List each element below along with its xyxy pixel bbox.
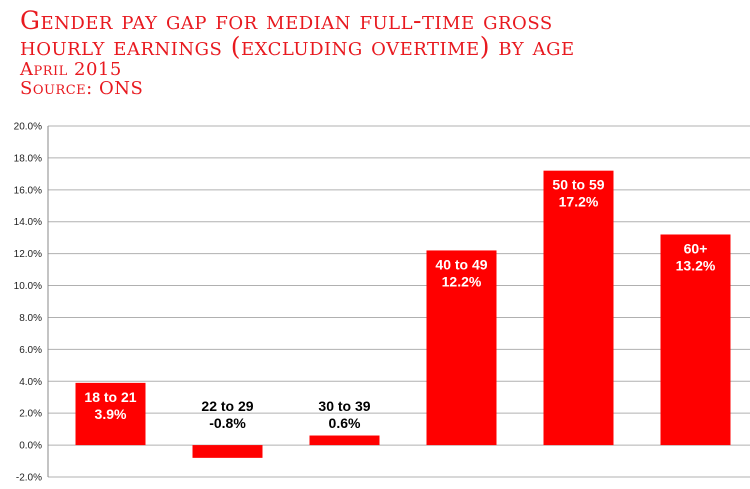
bar-category-label: 22 to 29	[201, 398, 253, 414]
y-tick-label: 4.0%	[19, 377, 42, 388]
bar-value-label: -0.8%	[209, 415, 246, 431]
bar-60-	[660, 234, 731, 446]
y-tick-label: 14.0%	[14, 217, 42, 228]
bar-value-label: 0.6%	[329, 415, 361, 431]
y-tick-label: 2.0%	[19, 409, 42, 420]
chart-title-line-1: Gender pay gap for median full-time gros…	[20, 6, 553, 35]
chart-subtitle-date: April 2015	[20, 59, 122, 80]
chart-subtitle-source: Source: ONS	[20, 78, 144, 99]
bar-category-label: 18 to 21	[84, 389, 136, 405]
bar-value-label: 12.2%	[442, 273, 482, 289]
chart-header: Gender pay gap for median full-time gros…	[20, 6, 575, 99]
y-tick-label: 6.0%	[19, 345, 42, 356]
bar-30-to-39	[309, 435, 380, 446]
chart-title-line-2: hourly earnings (excluding overtime) by …	[20, 32, 575, 61]
bar-22-to-29	[192, 445, 263, 458]
gridlines	[48, 125, 750, 478]
bar-value-label: 17.2%	[559, 194, 599, 210]
y-tick-label: -2.0%	[16, 473, 42, 484]
bar-labels: 18 to 213.9% 22 to 29-0.8% 30 to 390.6% 40 …	[84, 177, 715, 431]
y-tick-label: 0.0%	[19, 441, 42, 452]
bars	[75, 170, 731, 458]
y-tick-label: 8.0%	[19, 313, 42, 324]
bar-value-label: 13.2%	[676, 257, 716, 273]
bar-50-to-59	[543, 170, 614, 446]
bar-value-label: 3.9%	[95, 406, 127, 422]
y-tick-label: 12.0%	[14, 249, 42, 260]
bar-category-label: 30 to 39	[318, 398, 370, 414]
bar-category-label: 60+	[684, 240, 708, 256]
y-tick-label: 20.0%	[14, 122, 42, 133]
bar-18-to-21	[75, 382, 146, 446]
y-tick-label: 16.0%	[14, 185, 42, 196]
bar-40-to-49	[426, 250, 497, 446]
y-tick-label: 10.0%	[14, 281, 42, 292]
bar-category-label: 40 to 49	[435, 256, 487, 272]
bar-category-label: 50 to 59	[552, 177, 604, 193]
y-axis: -2.0% 0.0% 2.0% 4.0% 6.0% 8.0% 10.0% 12.0% 14.0%…	[14, 122, 49, 484]
y-tick-label: 18.0%	[14, 153, 42, 164]
